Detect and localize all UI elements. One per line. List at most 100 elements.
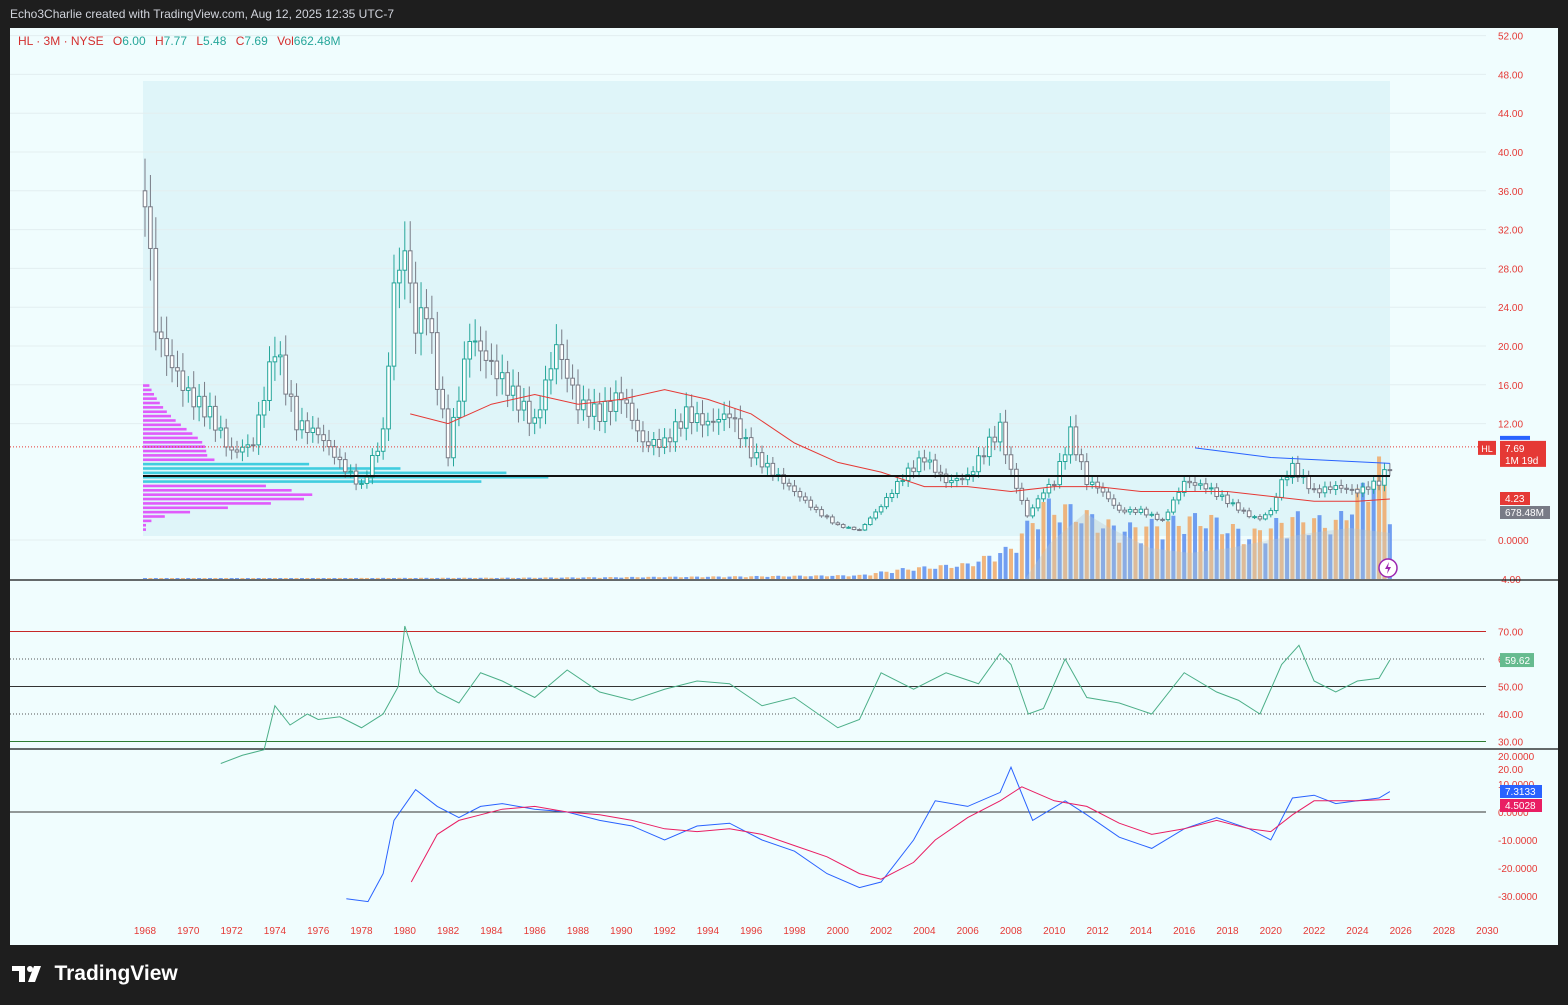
volume-bar xyxy=(716,576,721,579)
candle-body xyxy=(992,436,998,443)
volume-profile-bar xyxy=(143,449,207,453)
volume-bar xyxy=(835,575,840,579)
volume-bar xyxy=(559,577,564,579)
candle xyxy=(992,425,998,451)
volume-bar xyxy=(657,577,662,579)
candle xyxy=(278,341,283,376)
candle-body xyxy=(321,434,326,442)
candle xyxy=(743,428,749,448)
volume-bar xyxy=(700,577,705,579)
candle xyxy=(1290,456,1295,484)
candle xyxy=(510,369,516,412)
volume-bar xyxy=(554,577,559,579)
candle xyxy=(1084,453,1090,491)
candle-body xyxy=(1371,480,1376,490)
upper-trend-line xyxy=(1194,447,1390,464)
candle xyxy=(1230,498,1236,507)
candle xyxy=(1095,476,1100,494)
candle xyxy=(1030,504,1035,519)
volume-profile-bar xyxy=(143,410,167,414)
candle-body xyxy=(467,340,473,360)
candle xyxy=(494,344,500,397)
candle-body xyxy=(1084,461,1090,485)
candle xyxy=(1328,481,1333,494)
volume-bar xyxy=(1279,522,1284,579)
candle xyxy=(1360,482,1366,498)
candle xyxy=(554,324,559,385)
volume-bar xyxy=(1225,533,1230,579)
volume-bar xyxy=(1111,525,1116,579)
candle-body xyxy=(299,420,305,431)
candle-body xyxy=(288,393,294,397)
candle xyxy=(813,504,819,513)
volume-average-area xyxy=(1025,513,1390,579)
volume-bar xyxy=(159,578,164,579)
candle-body xyxy=(1062,454,1068,463)
legend-symbol[interactable]: HL · 3M · NYSE xyxy=(18,34,104,48)
volume-bar xyxy=(911,570,916,579)
candle-body xyxy=(656,439,662,448)
volume-bar xyxy=(662,577,667,579)
candle xyxy=(1052,480,1057,491)
candle-body xyxy=(981,455,987,458)
countdown-text: 1M 19d xyxy=(1505,456,1538,467)
candle-body xyxy=(1100,487,1106,493)
candle-body xyxy=(142,190,148,208)
candle-body xyxy=(651,439,657,446)
candle-body xyxy=(840,524,846,528)
candle-body xyxy=(759,452,765,468)
volume-bar xyxy=(987,555,992,579)
candle-body xyxy=(954,478,960,482)
candle xyxy=(754,443,759,466)
candle-body xyxy=(397,269,402,284)
macd-axis-label: -30.0000 xyxy=(1498,892,1538,903)
volume-bar xyxy=(1312,518,1317,579)
candle xyxy=(759,445,765,474)
candle-body xyxy=(781,474,786,484)
volume-bar xyxy=(235,578,240,579)
candle xyxy=(943,468,949,488)
candle-body xyxy=(792,485,797,493)
candle-body xyxy=(407,250,413,284)
candle xyxy=(824,514,830,520)
volume-bar xyxy=(256,578,261,579)
candle-body xyxy=(1273,496,1279,512)
candle xyxy=(678,413,684,437)
volume-bar xyxy=(1214,517,1219,579)
candle-body xyxy=(1198,483,1203,486)
volume-bar xyxy=(1003,546,1008,579)
candle-body xyxy=(867,517,873,526)
volume-bar xyxy=(808,576,813,579)
macd-value-text: 7.3133 xyxy=(1505,787,1536,798)
volume-bar xyxy=(1268,528,1273,579)
volume-bar xyxy=(462,577,467,579)
candle xyxy=(1014,462,1019,494)
candle-body xyxy=(613,392,619,412)
chart-panel[interactable]: 52.00 48.00 44.00 40.00 36.00 32.00 28.00 24.00… xyxy=(10,28,1558,945)
candle xyxy=(857,528,862,532)
candle xyxy=(1376,474,1382,491)
candle xyxy=(1344,484,1349,494)
rsi-value-tag xyxy=(1500,653,1534,668)
candle-body xyxy=(878,506,884,513)
volume-bar xyxy=(489,577,494,579)
candle xyxy=(153,217,159,351)
candle-body xyxy=(1003,421,1008,456)
volume-bar xyxy=(1025,520,1030,579)
time-axis-label: 2020 xyxy=(1260,926,1283,937)
candle-body xyxy=(597,403,602,422)
candle-body xyxy=(949,480,954,484)
candle-body xyxy=(862,524,868,531)
candle-body xyxy=(1041,492,1046,500)
volume-bar xyxy=(435,577,440,579)
volume-bar xyxy=(603,577,608,579)
volume-bar xyxy=(1252,528,1257,579)
candle xyxy=(1035,494,1041,512)
chart-svg[interactable]: 52.00 48.00 44.00 40.00 36.00 32.00 28.00 24.00… xyxy=(10,28,1558,945)
candle-body xyxy=(938,471,943,475)
price-axis-label: 32.00 xyxy=(1498,226,1523,237)
volume-bar xyxy=(359,577,364,579)
volume-bar xyxy=(1328,534,1333,579)
candle xyxy=(700,400,705,438)
time-axis-label: 1994 xyxy=(697,926,720,937)
